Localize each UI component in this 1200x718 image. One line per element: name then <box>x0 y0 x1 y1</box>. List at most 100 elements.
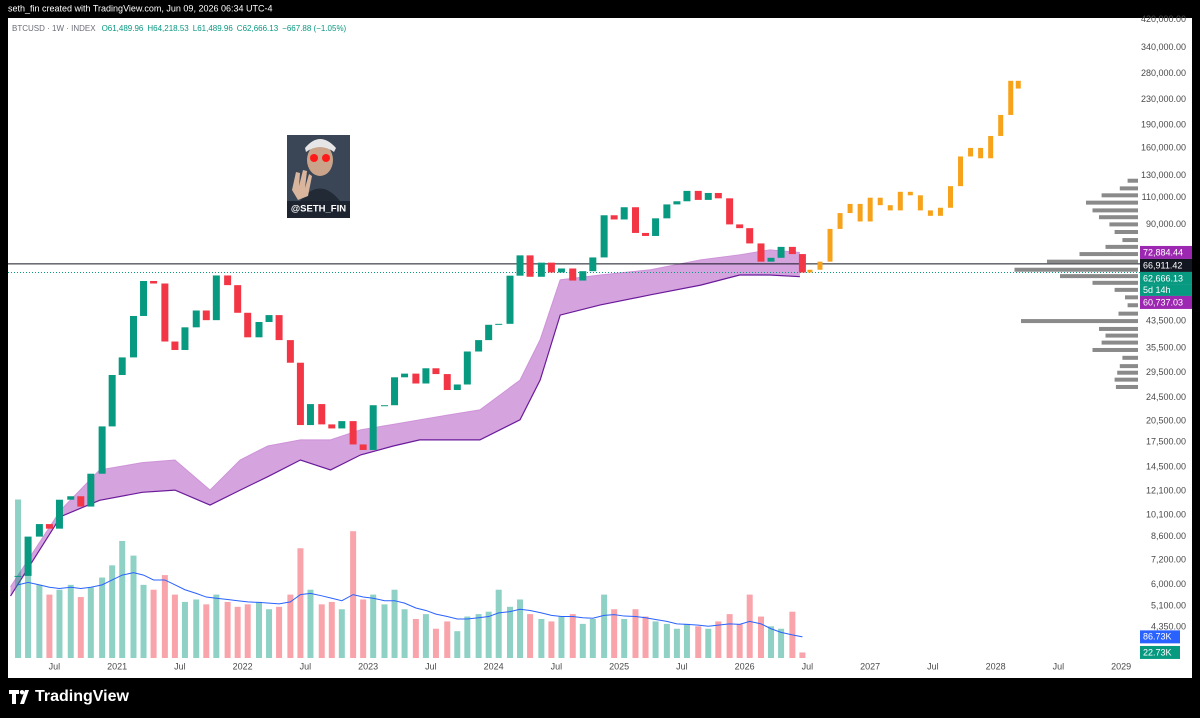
y-tick-label: 35,500.00 <box>1146 342 1186 352</box>
projection-bar <box>887 205 893 211</box>
x-tick-label: 2022 <box>233 661 253 671</box>
candle <box>746 228 754 244</box>
plot-inner <box>8 80 1140 658</box>
volume-bar <box>715 621 722 658</box>
candle <box>432 368 440 375</box>
candle <box>338 421 346 429</box>
candle <box>652 218 660 236</box>
projection-bar <box>917 195 923 211</box>
volume-bar <box>444 621 451 658</box>
profile-bar <box>1101 193 1138 198</box>
candle <box>463 351 471 385</box>
y-tick-label: 230,000.00 <box>1141 94 1186 104</box>
profile-bar <box>1125 295 1138 300</box>
candle <box>108 374 116 427</box>
credit: seth_fin created with TradingView.com, J… <box>8 3 273 13</box>
projection-bar <box>837 213 843 229</box>
profile-bar <box>1109 222 1138 227</box>
projection-bar <box>807 269 813 273</box>
volume-bar <box>224 601 231 658</box>
projection-bar <box>947 186 953 208</box>
volume-bar <box>422 614 429 658</box>
avatar-hair <box>305 139 336 152</box>
profile-bar <box>1014 267 1138 272</box>
price-label: 72,884.44 <box>1143 247 1183 257</box>
brand: TradingView <box>9 688 130 705</box>
candle <box>600 215 608 258</box>
volume-bar <box>119 540 126 658</box>
avatar-hand <box>292 170 312 200</box>
projection-bar <box>827 228 833 262</box>
band-lower <box>10 274 800 597</box>
profile-bar <box>1114 377 1138 382</box>
volume-bar <box>726 614 733 658</box>
candle <box>485 324 493 341</box>
volume-bar <box>244 604 251 658</box>
volume-bar <box>432 628 439 658</box>
volume-bar <box>255 601 262 658</box>
x-tick-label: 2026 <box>735 661 755 671</box>
avatar-face <box>307 144 333 176</box>
projection-bar <box>907 191 913 196</box>
projection-bar <box>1008 80 1014 115</box>
projection-bar <box>877 197 883 206</box>
volume-bar <box>77 597 84 658</box>
x-tick-label: 2028 <box>986 661 1006 671</box>
volume-bar <box>768 626 775 658</box>
volume-bar <box>67 584 74 658</box>
candle <box>24 536 32 576</box>
x-tick-label: 2025 <box>609 661 629 671</box>
volume-bar <box>203 604 210 658</box>
price-label-box <box>1140 245 1192 259</box>
volume-bar <box>25 555 32 658</box>
x-tick-label: 2021 <box>107 661 127 671</box>
candle <box>694 190 702 200</box>
x-tick-label: Jul <box>551 661 563 671</box>
volume-bar <box>171 594 178 658</box>
volume-bar <box>87 587 94 658</box>
candle <box>244 312 252 338</box>
volume-bar <box>736 623 743 658</box>
volume-bar <box>589 618 596 658</box>
candle <box>767 257 775 262</box>
profile-bar <box>1092 280 1138 285</box>
candle <box>798 254 806 273</box>
candle <box>129 315 137 358</box>
y-tick-label: 7,200.00 <box>1151 555 1186 565</box>
volume-bar <box>663 623 670 658</box>
chart-area <box>8 18 1192 678</box>
volume-bar <box>778 628 785 658</box>
volume-bar <box>683 623 690 658</box>
candle <box>161 283 169 342</box>
candle <box>726 198 734 225</box>
volume-bar <box>150 589 157 658</box>
profile-bar <box>1079 252 1138 257</box>
y-tick-label: 17,500.00 <box>1146 437 1186 447</box>
price-label-box <box>1140 295 1192 309</box>
volume-bar <box>464 616 471 658</box>
volume-bar <box>140 584 147 658</box>
volume-bar <box>506 606 513 658</box>
volume-bar <box>181 601 188 658</box>
volume-bar <box>360 599 367 658</box>
candle <box>255 321 263 338</box>
profile-bar <box>1122 238 1138 243</box>
volume-bar <box>799 652 806 658</box>
x-tick-label: 2027 <box>860 661 880 671</box>
volume-bar <box>579 623 586 658</box>
candle <box>234 285 242 313</box>
volume-bar <box>601 594 608 658</box>
volume-bar <box>15 499 22 658</box>
candle <box>453 384 461 391</box>
candle <box>714 192 722 199</box>
volume-bar <box>527 614 534 658</box>
volume-bar <box>548 621 555 658</box>
candle <box>118 357 126 375</box>
countdown-box <box>1140 284 1192 296</box>
x-tick-label: Jul <box>676 661 688 671</box>
candle <box>736 224 744 229</box>
candle <box>45 524 53 529</box>
profile-bar <box>1114 287 1138 292</box>
volume-bar <box>558 616 565 658</box>
